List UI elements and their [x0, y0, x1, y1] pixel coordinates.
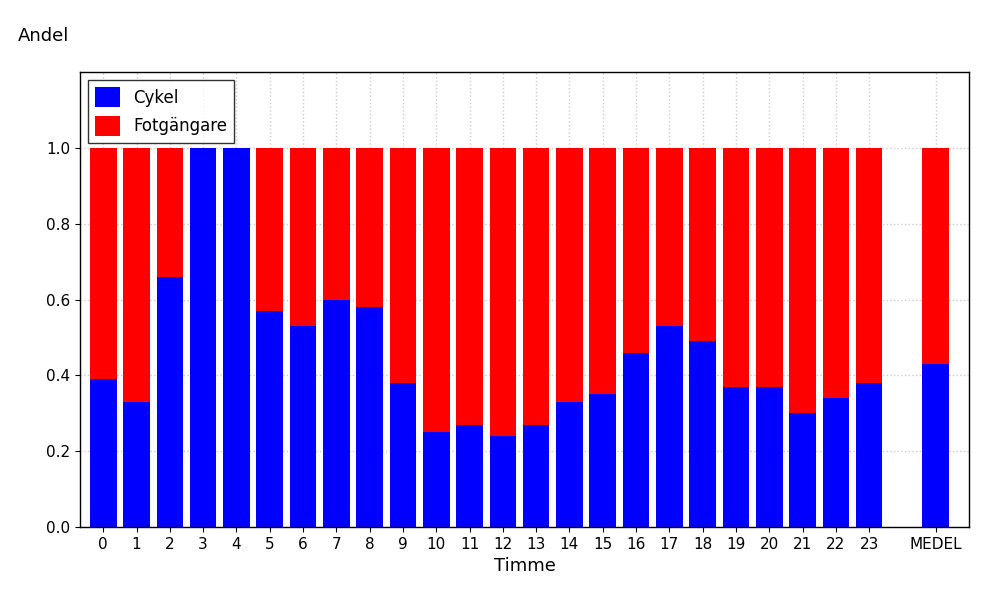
Bar: [556, 402, 582, 527]
Bar: [789, 148, 816, 413]
Bar: [423, 432, 450, 527]
Bar: [123, 402, 150, 527]
X-axis label: Timme: Timme: [494, 558, 555, 576]
Bar: [856, 148, 882, 383]
Bar: [390, 383, 417, 527]
Bar: [123, 148, 150, 402]
Bar: [589, 148, 616, 394]
Bar: [689, 341, 716, 527]
Bar: [90, 379, 117, 527]
Bar: [689, 148, 716, 341]
Bar: [856, 383, 882, 527]
Bar: [656, 326, 682, 527]
Bar: [323, 300, 350, 527]
Bar: [722, 387, 749, 527]
Bar: [789, 413, 816, 527]
Bar: [223, 148, 250, 527]
Bar: [457, 148, 483, 425]
Bar: [922, 364, 949, 527]
Bar: [522, 148, 549, 425]
Bar: [589, 394, 616, 527]
Bar: [357, 148, 383, 307]
Bar: [457, 425, 483, 527]
Bar: [622, 353, 649, 527]
Legend: Cykel, Fotgängare: Cykel, Fotgängare: [88, 80, 234, 143]
Bar: [722, 148, 749, 387]
Bar: [323, 148, 350, 300]
Bar: [157, 148, 183, 277]
Bar: [756, 148, 782, 387]
Bar: [922, 148, 949, 364]
Bar: [257, 148, 283, 311]
Bar: [656, 148, 682, 326]
Bar: [90, 148, 117, 379]
Bar: [490, 148, 516, 436]
Bar: [357, 307, 383, 527]
Bar: [756, 387, 782, 527]
Bar: [423, 148, 450, 432]
Bar: [257, 311, 283, 527]
Bar: [190, 148, 217, 527]
Bar: [490, 436, 516, 527]
Bar: [622, 148, 649, 353]
Bar: [822, 148, 849, 398]
Bar: [290, 148, 317, 326]
Bar: [556, 148, 582, 402]
Bar: [157, 277, 183, 527]
Bar: [522, 425, 549, 527]
Bar: [822, 398, 849, 527]
Bar: [290, 326, 317, 527]
Text: Andel: Andel: [18, 26, 69, 44]
Bar: [390, 148, 417, 383]
